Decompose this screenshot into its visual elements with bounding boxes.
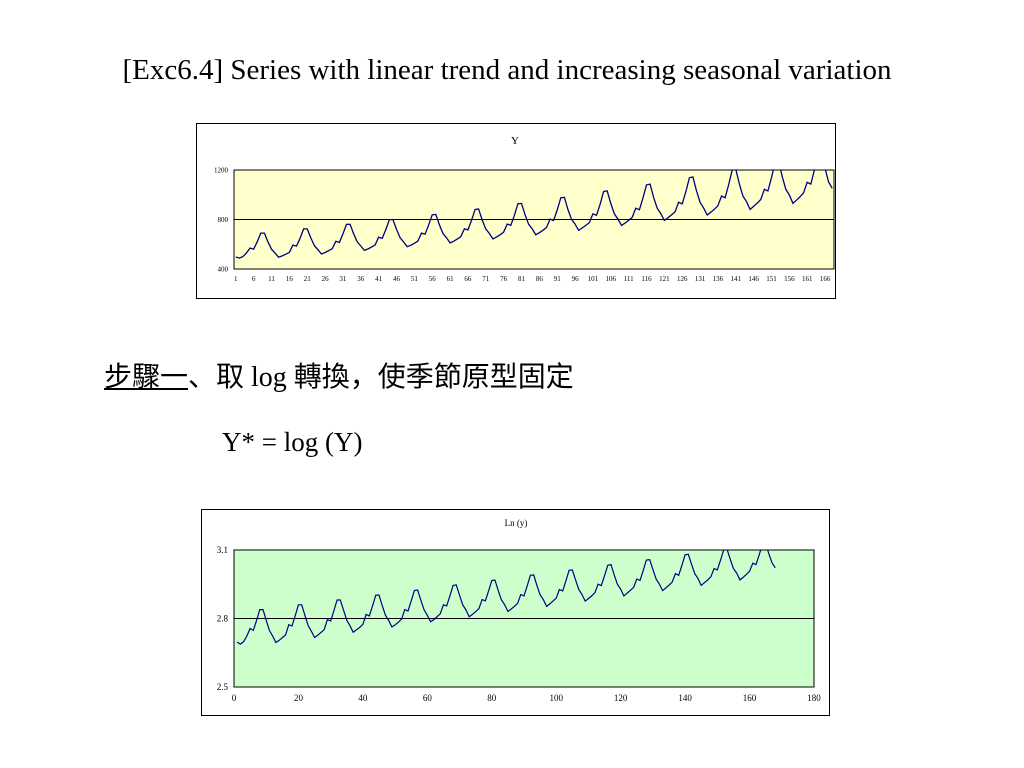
- y-tick-label: 400: [218, 266, 229, 274]
- x-tick-label: 0: [232, 693, 237, 703]
- x-tick-label: 121: [659, 275, 670, 283]
- x-tick-label: 86: [536, 275, 544, 283]
- x-tick-label: 151: [766, 275, 777, 283]
- x-tick-label: 56: [429, 275, 437, 283]
- step-heading: 步驟一、取 log 轉換，使季節原型固定: [104, 355, 574, 395]
- x-tick-label: 6: [252, 275, 256, 283]
- x-tick-label: 156: [784, 275, 795, 283]
- x-tick-label: 101: [588, 275, 599, 283]
- x-tick-label: 136: [713, 275, 724, 283]
- x-tick-label: 116: [641, 275, 652, 283]
- x-tick-label: 1: [234, 275, 238, 283]
- x-tick-label: 180: [807, 693, 821, 703]
- y-tick-label: 2.5: [217, 682, 229, 692]
- x-tick-label: 46: [393, 275, 401, 283]
- x-tick-label: 131: [695, 275, 706, 283]
- x-tick-label: 21: [304, 275, 312, 283]
- y-tick-label: 2.8: [217, 614, 229, 624]
- x-tick-label: 120: [614, 693, 628, 703]
- chart-title: Ln (y): [505, 518, 528, 528]
- x-tick-label: 100: [549, 693, 563, 703]
- x-tick-label: 141: [731, 275, 742, 283]
- x-tick-label: 146: [748, 275, 759, 283]
- x-tick-label: 140: [678, 693, 692, 703]
- formula: Y* = log (Y): [222, 427, 363, 457]
- x-tick-label: 161: [802, 275, 813, 283]
- x-tick-label: 20: [294, 693, 304, 703]
- x-tick-label: 60: [423, 693, 433, 703]
- x-tick-label: 40: [358, 693, 368, 703]
- step-label: 步驟一: [104, 362, 189, 393]
- x-tick-label: 166: [820, 275, 831, 283]
- y-tick-label: 800: [218, 216, 229, 224]
- x-tick-label: 51: [411, 275, 419, 283]
- x-tick-label: 61: [447, 275, 455, 283]
- chart-ln-y-svg: Ln (y) 2.5 2.8 3.1 0 20 40 60 80 100 120 140 160 180: [217, 518, 822, 703]
- x-tick-label: 26: [322, 275, 330, 283]
- x-tick-label: 76: [500, 275, 508, 283]
- x-tick-label: 80: [487, 693, 497, 703]
- chart-ln-y: Ln (y) 2.5 2.8 3.1 0 20 40 60 80 100 120 140 160 180: [201, 509, 830, 716]
- chart-title: Y: [511, 135, 519, 147]
- x-tick-label: 126: [677, 275, 688, 283]
- x-tick-label: 106: [606, 275, 617, 283]
- x-tick-label: 81: [518, 275, 526, 283]
- y-tick-label: 3.1: [217, 545, 228, 555]
- x-tick-label: 111: [624, 275, 634, 283]
- series-line-y: [235, 170, 833, 259]
- x-tick-label: 71: [482, 275, 490, 283]
- x-tick-label: 11: [268, 275, 275, 283]
- x-tick-label: 96: [572, 275, 580, 283]
- x-tick-label: 16: [286, 275, 294, 283]
- x-tick-label: 66: [464, 275, 472, 283]
- chart-y: Y 400 800 1200 1 6 11 16 21 26 31 36 41 46 51 56 61 66 71 7…: [196, 123, 836, 299]
- x-tick-label: 160: [743, 693, 757, 703]
- x-tick-label: 41: [375, 275, 383, 283]
- series-line-ln-y: [236, 550, 776, 645]
- x-tick-label: 91: [554, 275, 562, 283]
- x-tick-label: 31: [339, 275, 347, 283]
- step-text: 、取 log 轉換，使季節原型固定: [188, 362, 574, 393]
- x-tick-label: 36: [357, 275, 365, 283]
- y-tick-label: 1200: [214, 167, 229, 175]
- slide-title: [Exc6.4] Series with linear trend and in…: [122, 54, 892, 86]
